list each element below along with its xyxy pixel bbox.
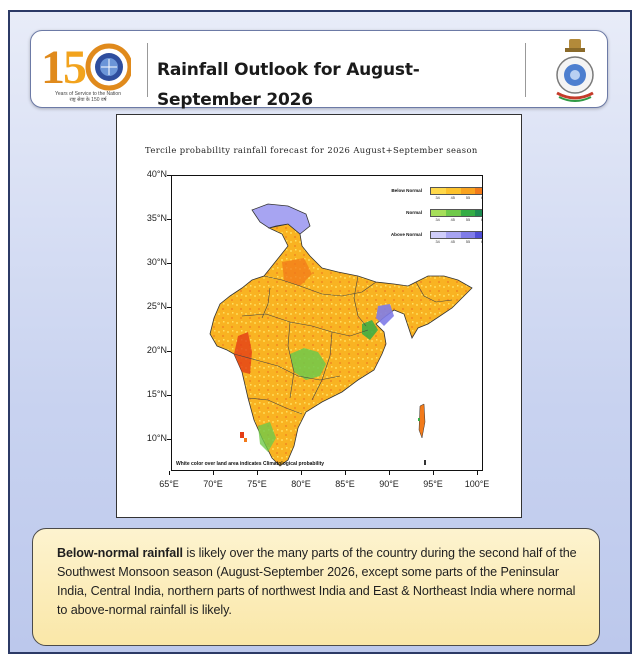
x-tick-mark	[477, 471, 478, 475]
lakshadweep-islands	[240, 432, 244, 438]
summary-segment-normal: is likely over the many parts of the cou…	[57, 546, 577, 579]
imd-emblem-icon	[556, 39, 594, 102]
svg-text:1: 1	[41, 41, 65, 94]
header-divider-right	[525, 43, 526, 97]
x-tick-mark	[257, 471, 258, 475]
region-normal-central	[290, 348, 326, 380]
y-tick-mark	[167, 263, 171, 264]
x-tick-label: 70°E	[203, 479, 223, 489]
x-tick-mark	[433, 471, 434, 475]
y-tick-mark	[167, 175, 171, 176]
forecast-summary-box: Below-normal rainfall is likely over the…	[32, 528, 600, 646]
x-tick-label: 85°E	[335, 479, 355, 489]
y-tick-mark	[167, 351, 171, 352]
y-tick-mark	[167, 439, 171, 440]
region-above-normal-north	[251, 203, 311, 235]
y-tick-label: 25°N	[146, 301, 167, 311]
legend-colorbar	[430, 231, 482, 239]
logo-caption: Years of Service to the Nation राष्ट्र स…	[55, 91, 121, 103]
forecast-summary-text: Below-normal rainfall is likely over the…	[57, 544, 577, 620]
region-normal-east	[362, 320, 378, 340]
x-tick-label: 65°E	[159, 479, 179, 489]
region-above-normal-east	[376, 304, 394, 326]
map-title: Tercile probability rainfall forecast fo…	[145, 145, 478, 155]
legend-colorbar	[430, 209, 482, 217]
y-tick-label: 35°N	[146, 213, 167, 223]
y-tick-label: 20°N	[146, 345, 167, 355]
island-normal-patch	[418, 418, 420, 421]
summary-segment-normal-2: except some parts of the Peninsular Indi…	[57, 565, 576, 617]
x-tick-label: 95°E	[423, 479, 443, 489]
lakshadweep-islands-2	[244, 438, 247, 442]
y-tick-label: 15°N	[146, 389, 167, 399]
x-tick-label: 80°E	[291, 479, 311, 489]
legend-tick-labels: 3445556575	[435, 196, 482, 200]
page-title: Rainfall Outlook for August-September 20…	[157, 60, 420, 110]
svg-text:5: 5	[63, 41, 87, 94]
legend-tick-labels: 3445556575	[435, 240, 482, 244]
x-tick-label: 75°E	[247, 479, 267, 489]
y-tick-mark	[167, 395, 171, 396]
x-tick-label: 100°E	[464, 479, 490, 489]
y-tick-mark	[167, 219, 171, 220]
map-plot-area: Below Normal 3445556575 Normal 344555657…	[171, 175, 483, 471]
nicobar-islands	[424, 460, 426, 465]
imd-150-years-logo: 1 5	[41, 41, 131, 94]
region-below-normal-west-coast	[234, 332, 252, 374]
legend-colorbar	[430, 187, 482, 195]
region-normal-south	[258, 422, 276, 452]
x-tick-mark	[345, 471, 346, 475]
legend-row-below-normal: Below Normal 3445556575	[382, 187, 482, 208]
andaman-islands	[418, 403, 426, 439]
legend-row-normal: Normal 3445556575	[382, 209, 482, 230]
x-tick-mark	[169, 471, 170, 475]
region-below-normal-northwest	[282, 258, 312, 286]
india-mainland	[209, 223, 473, 467]
state-boundaries	[233, 275, 453, 415]
forecast-map-card: Tercile probability rainfall forecast fo…	[116, 114, 522, 518]
legend-tick-labels: 3445556575	[435, 218, 482, 222]
y-tick-label: 10°N	[146, 433, 167, 443]
header-divider-left	[147, 43, 148, 97]
y-tick-label: 30°N	[146, 257, 167, 267]
y-tick-mark	[167, 307, 171, 308]
y-tick-label: 40°N	[146, 169, 167, 179]
x-tick-mark	[213, 471, 214, 475]
india-forecast-map	[209, 203, 473, 467]
legend-row-above-normal: Above Normal 3445556575	[382, 231, 482, 252]
x-tick-label: 90°E	[379, 479, 399, 489]
map-footnote: White color over land area indicates Cli…	[176, 461, 325, 467]
header-banner: 1 5 Years of Service to the Nation राष्ट…	[30, 30, 608, 110]
summary-segment-bold: Below-normal rainfall	[57, 546, 183, 560]
x-tick-mark	[301, 471, 302, 475]
x-tick-mark	[389, 471, 390, 475]
